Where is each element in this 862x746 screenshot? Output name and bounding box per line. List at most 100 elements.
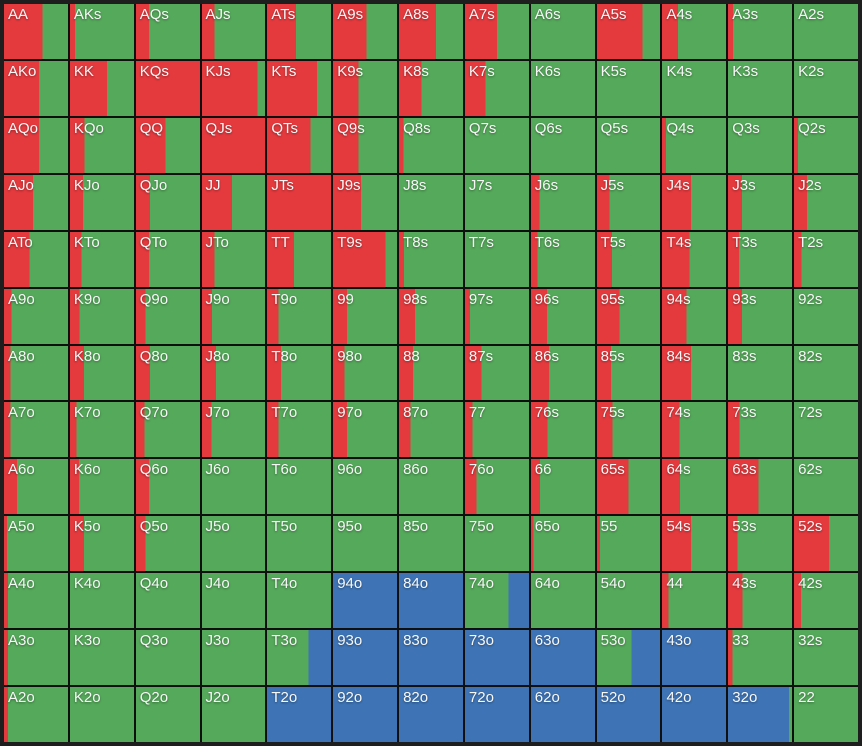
hand-cell-88[interactable]: 88 (399, 345, 463, 401)
hand-cell-A9s[interactable]: A9s (333, 4, 398, 59)
hand-cell-63o[interactable]: 63o (530, 630, 595, 686)
hand-cell-K7s[interactable]: K7s (464, 60, 529, 116)
hand-cell-J7o[interactable]: J7o (201, 402, 266, 458)
hand-cell-32s[interactable]: 32s (794, 630, 858, 686)
hand-cell-66[interactable]: 66 (530, 459, 595, 515)
hand-cell-J8s[interactable]: J8s (399, 174, 463, 230)
hand-cell-Q9s[interactable]: Q9s (333, 117, 398, 173)
hand-cell-J9s[interactable]: J9s (333, 174, 398, 230)
hand-cell-A2o[interactable]: A2o (4, 687, 68, 742)
hand-cell-Q2s[interactable]: Q2s (794, 117, 858, 173)
hand-cell-Q4s[interactable]: Q4s (662, 117, 727, 173)
hand-cell-98o[interactable]: 98o (333, 345, 398, 401)
hand-cell-J6s[interactable]: J6s (530, 174, 595, 230)
hand-cell-J5s[interactable]: J5s (596, 174, 661, 230)
hand-cell-K3s[interactable]: K3s (728, 60, 793, 116)
hand-cell-K2o[interactable]: K2o (69, 687, 134, 742)
hand-cell-75o[interactable]: 75o (464, 516, 529, 572)
hand-cell-J7s[interactable]: J7s (464, 174, 529, 230)
hand-cell-A5s[interactable]: A5s (596, 4, 661, 59)
hand-cell-95o[interactable]: 95o (333, 516, 398, 572)
hand-cell-A7s[interactable]: A7s (464, 4, 529, 59)
hand-cell-T4s[interactable]: T4s (662, 231, 727, 287)
hand-cell-43s[interactable]: 43s (728, 573, 793, 629)
hand-cell-83s[interactable]: 83s (728, 345, 793, 401)
hand-cell-J2o[interactable]: J2o (201, 687, 266, 742)
hand-cell-44[interactable]: 44 (662, 573, 727, 629)
hand-cell-53o[interactable]: 53o (596, 630, 661, 686)
hand-cell-84s[interactable]: 84s (662, 345, 727, 401)
hand-cell-AJs[interactable]: AJs (201, 4, 266, 59)
hand-cell-52s[interactable]: 52s (794, 516, 858, 572)
hand-cell-K3o[interactable]: K3o (69, 630, 134, 686)
hand-cell-QTo[interactable]: QTo (135, 231, 200, 287)
hand-cell-98s[interactable]: 98s (399, 288, 463, 344)
hand-cell-KTo[interactable]: KTo (69, 231, 134, 287)
hand-cell-T8s[interactable]: T8s (399, 231, 463, 287)
hand-cell-74s[interactable]: 74s (662, 402, 727, 458)
hand-cell-Q8s[interactable]: Q8s (399, 117, 463, 173)
hand-cell-64s[interactable]: 64s (662, 459, 727, 515)
hand-cell-93o[interactable]: 93o (333, 630, 398, 686)
hand-cell-QTs[interactable]: QTs (267, 117, 332, 173)
hand-cell-T4o[interactable]: T4o (267, 573, 332, 629)
hand-cell-64o[interactable]: 64o (530, 573, 595, 629)
hand-cell-Q9o[interactable]: Q9o (135, 288, 200, 344)
hand-cell-22[interactable]: 22 (794, 687, 858, 742)
hand-cell-94o[interactable]: 94o (333, 573, 398, 629)
hand-cell-J2s[interactable]: J2s (794, 174, 858, 230)
hand-cell-AKo[interactable]: AKo (4, 60, 68, 116)
hand-cell-85s[interactable]: 85s (596, 345, 661, 401)
hand-cell-J6o[interactable]: J6o (201, 459, 266, 515)
hand-cell-75s[interactable]: 75s (596, 402, 661, 458)
hand-cell-99[interactable]: 99 (333, 288, 398, 344)
hand-cell-A2s[interactable]: A2s (794, 4, 858, 59)
hand-cell-T8o[interactable]: T8o (267, 345, 332, 401)
hand-cell-K4s[interactable]: K4s (662, 60, 727, 116)
hand-cell-K6s[interactable]: K6s (530, 60, 595, 116)
hand-cell-95s[interactable]: 95s (596, 288, 661, 344)
hand-cell-43o[interactable]: 43o (662, 630, 727, 686)
hand-cell-Q7o[interactable]: Q7o (135, 402, 200, 458)
hand-cell-J3o[interactable]: J3o (201, 630, 266, 686)
hand-cell-J4o[interactable]: J4o (201, 573, 266, 629)
hand-cell-K2s[interactable]: K2s (794, 60, 858, 116)
hand-cell-86s[interactable]: 86s (530, 345, 595, 401)
hand-cell-QJo[interactable]: QJo (135, 174, 200, 230)
hand-cell-85o[interactable]: 85o (399, 516, 463, 572)
hand-cell-42s[interactable]: 42s (794, 573, 858, 629)
hand-cell-J3s[interactable]: J3s (728, 174, 793, 230)
hand-cell-72o[interactable]: 72o (464, 687, 529, 742)
hand-cell-Q2o[interactable]: Q2o (135, 687, 200, 742)
hand-cell-K7o[interactable]: K7o (69, 402, 134, 458)
hand-cell-A6s[interactable]: A6s (530, 4, 595, 59)
hand-cell-72s[interactable]: 72s (794, 402, 858, 458)
hand-cell-73s[interactable]: 73s (728, 402, 793, 458)
hand-cell-T3s[interactable]: T3s (728, 231, 793, 287)
hand-cell-A5o[interactable]: A5o (4, 516, 68, 572)
hand-cell-T7s[interactable]: T7s (464, 231, 529, 287)
hand-cell-T2o[interactable]: T2o (267, 687, 332, 742)
hand-cell-76s[interactable]: 76s (530, 402, 595, 458)
hand-cell-J4s[interactable]: J4s (662, 174, 727, 230)
hand-cell-J5o[interactable]: J5o (201, 516, 266, 572)
hand-cell-62o[interactable]: 62o (530, 687, 595, 742)
hand-cell-87s[interactable]: 87s (464, 345, 529, 401)
hand-cell-T5s[interactable]: T5s (596, 231, 661, 287)
hand-cell-K5o[interactable]: K5o (69, 516, 134, 572)
hand-cell-J8o[interactable]: J8o (201, 345, 266, 401)
hand-cell-T3o[interactable]: T3o (267, 630, 332, 686)
hand-cell-Q8o[interactable]: Q8o (135, 345, 200, 401)
hand-cell-77[interactable]: 77 (464, 402, 529, 458)
hand-cell-JJ[interactable]: JJ (201, 174, 266, 230)
hand-cell-52o[interactable]: 52o (596, 687, 661, 742)
hand-cell-82s[interactable]: 82s (794, 345, 858, 401)
hand-cell-AQo[interactable]: AQo (4, 117, 68, 173)
hand-cell-KJs[interactable]: KJs (201, 60, 266, 116)
hand-cell-82o[interactable]: 82o (399, 687, 463, 742)
hand-cell-32o[interactable]: 32o (728, 687, 793, 742)
hand-cell-A4o[interactable]: A4o (4, 573, 68, 629)
hand-cell-T2s[interactable]: T2s (794, 231, 858, 287)
hand-cell-92s[interactable]: 92s (794, 288, 858, 344)
hand-cell-96o[interactable]: 96o (333, 459, 398, 515)
